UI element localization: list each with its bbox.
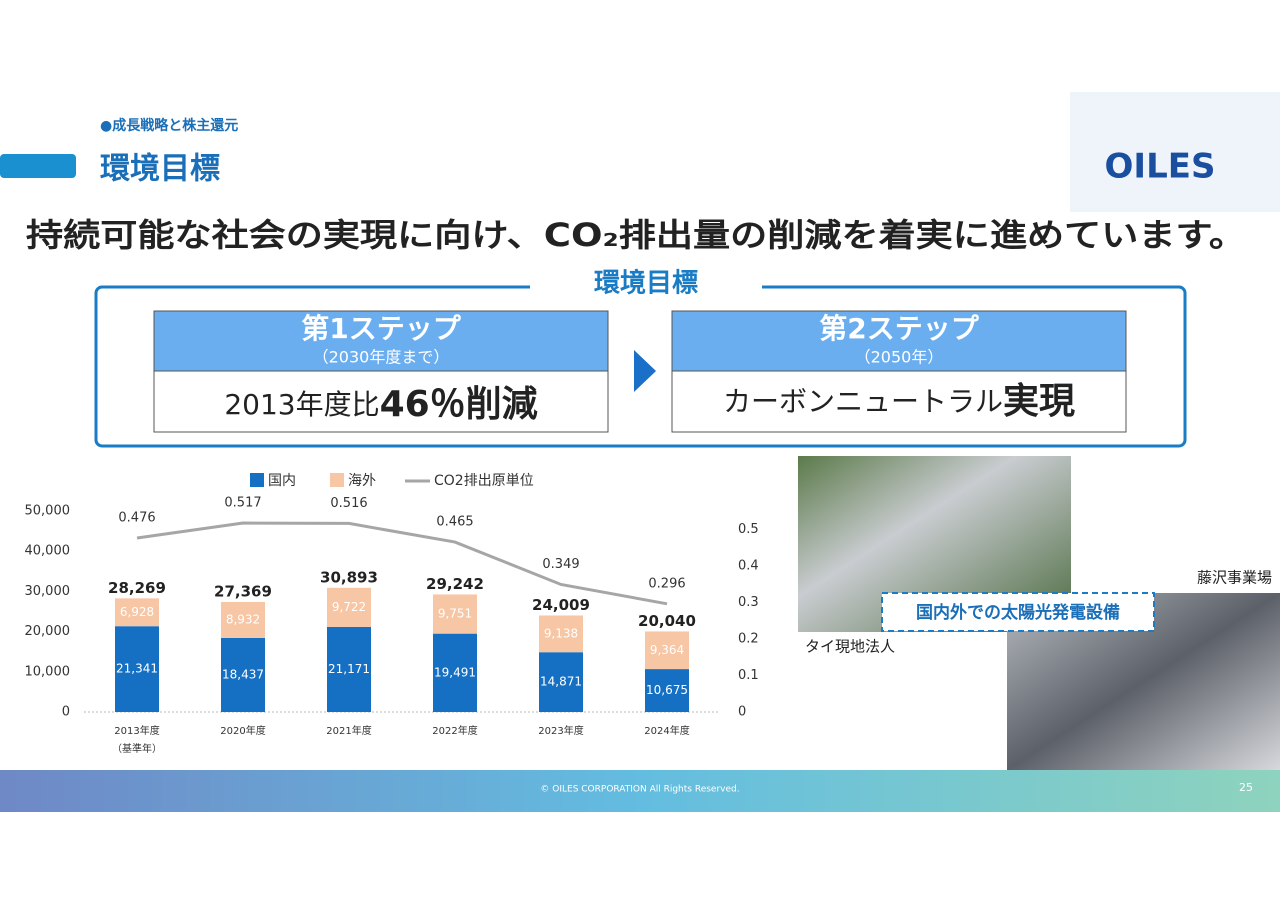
photo-thai-caption: タイ現地法人 bbox=[805, 638, 895, 656]
targets-title-bg bbox=[530, 272, 762, 302]
total-label: 29,242 bbox=[426, 575, 484, 593]
step2-body bbox=[671, 370, 1127, 433]
bar-value-label: 19,491 bbox=[434, 665, 476, 679]
x-tick-label: 2022年度 bbox=[432, 724, 477, 737]
step2-header bbox=[671, 310, 1127, 372]
photo-fujisawa-caption: 藤沢事業場 bbox=[1197, 569, 1272, 587]
step2-emph: 実現 bbox=[1003, 381, 1075, 422]
total-label: 30,893 bbox=[320, 568, 378, 586]
x-tick-label: 2020年度 bbox=[220, 724, 265, 737]
legend-swatch bbox=[330, 473, 344, 487]
base-year-note: （基準年） bbox=[112, 742, 162, 755]
line-value-label: 0.296 bbox=[648, 576, 685, 591]
bar-value-label: 10,675 bbox=[646, 683, 688, 697]
bar-segment bbox=[221, 637, 265, 712]
y2-tick-label: 0.3 bbox=[738, 595, 759, 610]
step1-emph: 46％削減 bbox=[380, 384, 538, 425]
legend-label: CO2排出原単位 bbox=[434, 473, 534, 489]
bar-segment bbox=[327, 626, 371, 712]
bar-value-label: 9,138 bbox=[544, 626, 578, 640]
y-tick-label: 10,000 bbox=[25, 664, 71, 679]
slide-title: 環境目標 bbox=[100, 152, 220, 187]
section-label: ●成長戦略と株主還元 bbox=[100, 117, 238, 134]
step1-prefix: 2013年度比 bbox=[224, 388, 379, 421]
bar-value-label: 18,437 bbox=[222, 667, 264, 681]
step1-body bbox=[153, 370, 609, 433]
bar-segment bbox=[539, 652, 583, 712]
bar-segment bbox=[115, 626, 159, 712]
total-label: 28,269 bbox=[108, 579, 166, 597]
line-value-label: 0.349 bbox=[542, 557, 579, 572]
bar-segment bbox=[433, 633, 477, 712]
bar-value-label: 9,722 bbox=[332, 600, 366, 614]
legend-label: 国内 bbox=[268, 473, 296, 489]
footer-band bbox=[0, 770, 1280, 812]
headline: 持続可能な社会の実現に向け、CO₂排出量の削減を着実に進めています。 bbox=[26, 216, 1246, 254]
title-bar bbox=[0, 154, 76, 178]
line-value-label: 0.516 bbox=[330, 496, 367, 511]
bar-segment bbox=[115, 598, 159, 627]
bar-segment bbox=[221, 601, 265, 638]
chart: 0 10,000 20,000 30,000 40,000 50,000 0 0.1 0.2 0.… bbox=[25, 473, 759, 755]
line-value-label: 0.517 bbox=[224, 496, 261, 511]
bar-segment bbox=[327, 587, 371, 627]
y2-tick-label: 0.2 bbox=[738, 631, 759, 646]
bar-value-label: 6,928 bbox=[120, 605, 154, 619]
page-number: 25 bbox=[1239, 781, 1253, 794]
step1-header bbox=[153, 310, 609, 372]
y2-tick-label: 0 bbox=[738, 705, 746, 720]
bar-value-label: 14,871 bbox=[540, 675, 582, 689]
copyright: © OILES CORPORATION All Rights Reserved. bbox=[540, 785, 739, 795]
targets-title: 環境目標 bbox=[594, 268, 698, 299]
step1-name: 第1ステップ bbox=[301, 312, 461, 345]
x-tick-label: 2023年度 bbox=[538, 724, 583, 737]
bar-value-label: 21,171 bbox=[328, 662, 370, 676]
step2-prefix: カーボンニュートラル bbox=[723, 385, 1003, 418]
bar-value-label: 9,364 bbox=[650, 643, 684, 657]
total-label: 27,369 bbox=[214, 582, 272, 600]
total-label: 20,040 bbox=[638, 612, 696, 630]
x-tick-label: 2021年度 bbox=[326, 724, 371, 737]
x-tick-label: 2013年度 bbox=[114, 724, 159, 737]
step1-body-text: 2013年度比46％削減 bbox=[224, 384, 537, 425]
bar-value-label: 9,751 bbox=[438, 607, 472, 621]
legend-swatch bbox=[250, 473, 264, 487]
bar-segment bbox=[433, 594, 477, 634]
x-tick-label: 2024年度 bbox=[644, 724, 689, 737]
step2-period: （2050年） bbox=[855, 348, 944, 367]
bar-value-label: 21,341 bbox=[116, 662, 158, 676]
bar-segment bbox=[645, 631, 689, 670]
photo-caption-box bbox=[881, 592, 1155, 632]
bar-segment bbox=[645, 669, 689, 712]
y2-tick-label: 0.1 bbox=[738, 668, 759, 683]
line-value-label: 0.476 bbox=[118, 511, 155, 526]
step2-name: 第2ステップ bbox=[819, 312, 979, 345]
y-tick-label: 50,000 bbox=[25, 504, 71, 519]
step2-body-text: カーボンニュートラル実現 bbox=[723, 381, 1075, 422]
y2-tick-label: 0.5 bbox=[738, 522, 759, 537]
y-tick-label: 30,000 bbox=[25, 584, 71, 599]
header-decoration bbox=[1070, 92, 1280, 212]
y-tick-label: 40,000 bbox=[25, 544, 71, 559]
line-value-label: 0.465 bbox=[436, 515, 473, 530]
y2-tick-label: 0.4 bbox=[738, 558, 759, 573]
total-label: 24,009 bbox=[532, 596, 590, 614]
bar-value-label: 8,932 bbox=[226, 612, 260, 626]
y-tick-label: 0 bbox=[62, 705, 70, 720]
step1-period: （2030年度まで） bbox=[313, 348, 450, 367]
legend-label: 海外 bbox=[348, 473, 376, 489]
line bbox=[136, 521, 668, 606]
y-tick-label: 20,000 bbox=[25, 624, 71, 639]
bar-segment bbox=[539, 615, 583, 653]
photo-caption: 国内外での太陽光発電設備 bbox=[916, 602, 1120, 623]
logo: OILES bbox=[1105, 147, 1216, 187]
step-arrow bbox=[634, 350, 656, 392]
